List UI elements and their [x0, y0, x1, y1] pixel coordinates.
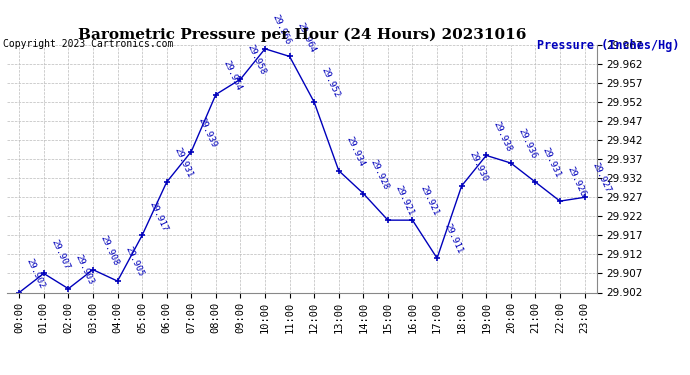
Text: 29.927: 29.927 — [590, 162, 612, 195]
Text: 29.902: 29.902 — [25, 257, 46, 290]
Text: 29.921: 29.921 — [393, 184, 415, 218]
Text: 29.954: 29.954 — [221, 59, 243, 92]
Text: 29.905: 29.905 — [123, 245, 145, 278]
Text: 29.908: 29.908 — [99, 234, 120, 267]
Text: 29.921: 29.921 — [418, 184, 440, 218]
Text: 29.958: 29.958 — [246, 44, 268, 76]
Text: 29.934: 29.934 — [344, 135, 366, 168]
Text: 29.928: 29.928 — [369, 158, 391, 191]
Title: Barometric Pressure per Hour (24 Hours) 20231016: Barometric Pressure per Hour (24 Hours) … — [78, 28, 526, 42]
Text: Pressure (Inches/Hg): Pressure (Inches/Hg) — [537, 39, 680, 53]
Text: 29.907: 29.907 — [49, 238, 71, 271]
Text: 29.936: 29.936 — [516, 127, 538, 160]
Text: 29.939: 29.939 — [197, 116, 219, 149]
Text: 29.917: 29.917 — [148, 200, 170, 232]
Text: 29.931: 29.931 — [172, 146, 194, 179]
Text: 29.938: 29.938 — [492, 120, 513, 153]
Text: 29.966: 29.966 — [270, 13, 293, 46]
Text: Copyright 2023 Cartronics.com: Copyright 2023 Cartronics.com — [3, 39, 174, 50]
Text: 29.952: 29.952 — [319, 66, 342, 99]
Text: 29.931: 29.931 — [541, 146, 563, 179]
Text: 29.930: 29.930 — [467, 150, 489, 183]
Text: 29.911: 29.911 — [442, 222, 464, 255]
Text: 29.926: 29.926 — [566, 165, 587, 198]
Text: 29.903: 29.903 — [74, 253, 96, 286]
Text: 29.964: 29.964 — [295, 21, 317, 54]
